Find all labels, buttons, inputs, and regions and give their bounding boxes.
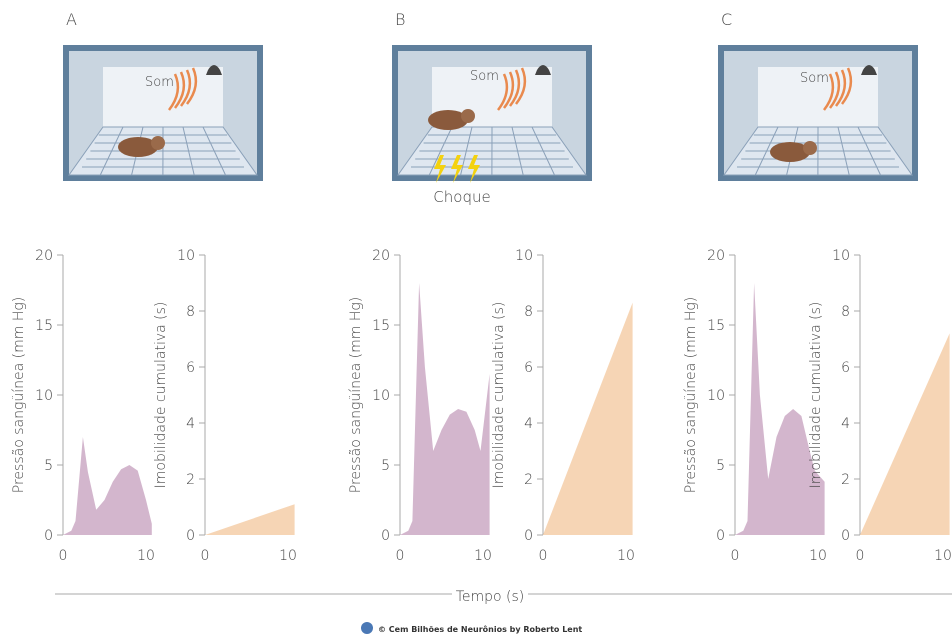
mouse-head xyxy=(803,141,817,155)
y-axis-label: Pressão sangüínea (mm Hg) xyxy=(11,297,27,493)
y-tick-label: 20 xyxy=(372,248,390,264)
panel-letter: B xyxy=(395,10,405,29)
x-tick-label: 10 xyxy=(137,548,155,564)
y-tick-label: 15 xyxy=(372,318,390,334)
y-tick-label: 0 xyxy=(381,528,390,544)
area xyxy=(860,333,950,535)
x-tick-label: 10 xyxy=(934,548,952,564)
sound-label: Som xyxy=(800,71,829,86)
y-tick-label: 6 xyxy=(524,360,533,376)
x-tick-label: 0 xyxy=(856,548,865,564)
y-tick-label: 0 xyxy=(524,528,533,544)
y-tick-label: 2 xyxy=(524,472,533,488)
y-tick-label: 4 xyxy=(524,416,533,432)
area xyxy=(205,504,295,535)
y-tick-label: 10 xyxy=(707,388,725,404)
x-tick-label: 10 xyxy=(809,548,827,564)
y-tick-label: 0 xyxy=(186,528,195,544)
y-tick-label: 20 xyxy=(707,248,725,264)
y-tick-label: 8 xyxy=(841,304,850,320)
panel-letter: A xyxy=(66,10,77,29)
credit: © Cem Bilhões de Neurônios by Roberto Le… xyxy=(378,624,582,634)
y-tick-label: 20 xyxy=(35,248,53,264)
shared-x-label: Tempo (s) xyxy=(456,589,525,605)
y-tick-label: 10 xyxy=(832,248,850,264)
y-tick-label: 5 xyxy=(381,458,390,474)
area xyxy=(63,437,152,535)
y-tick-label: 8 xyxy=(186,304,195,320)
brain-icon xyxy=(361,622,373,634)
y-tick-label: 8 xyxy=(524,304,533,320)
y-tick-label: 4 xyxy=(841,416,850,432)
y-axis-label: Pressão sangüínea (mm Hg) xyxy=(348,297,364,493)
sound-label: Som xyxy=(145,75,174,90)
x-tick-label: 10 xyxy=(474,548,492,564)
y-tick-label: 4 xyxy=(186,416,195,432)
y-tick-label: 0 xyxy=(841,528,850,544)
x-tick-label: 0 xyxy=(59,548,68,564)
x-tick-label: 0 xyxy=(201,548,210,564)
y-tick-label: 15 xyxy=(707,318,725,334)
sound-label: Som xyxy=(470,69,499,84)
y-tick-label: 0 xyxy=(44,528,53,544)
y-tick-label: 6 xyxy=(186,360,195,376)
y-tick-label: 2 xyxy=(186,472,195,488)
y-tick-label: 15 xyxy=(35,318,53,334)
figure: A Som B Som C Som Choque Tempo (s) © Cem Bilh… xyxy=(0,0,952,644)
illustrations: A Som B Som C Som xyxy=(63,10,918,183)
y-tick-label: 10 xyxy=(515,248,533,264)
x-tick-label: 10 xyxy=(279,548,297,564)
y-tick-label: 2 xyxy=(841,472,850,488)
y-tick-label: 10 xyxy=(35,388,53,404)
shock-label: Choque xyxy=(433,188,490,206)
y-axis-label: Imobilidade cumulativa (s) xyxy=(153,302,169,489)
mouse-head xyxy=(461,109,475,123)
x-tick-label: 0 xyxy=(731,548,740,564)
x-tick-label: 0 xyxy=(396,548,405,564)
y-axis-label: Imobilidade cumulativa (s) xyxy=(808,302,824,489)
y-tick-label: 5 xyxy=(44,458,53,474)
y-tick-label: 10 xyxy=(177,248,195,264)
y-tick-label: 10 xyxy=(372,388,390,404)
y-axis-label: Imobilidade cumulativa (s) xyxy=(491,302,507,489)
y-axis-label: Pressão sangüínea (mm Hg) xyxy=(683,297,699,493)
mouse-head xyxy=(151,136,165,150)
panel-letter: C xyxy=(721,10,732,29)
y-tick-label: 0 xyxy=(716,528,725,544)
x-tick-label: 0 xyxy=(539,548,548,564)
y-tick-label: 6 xyxy=(841,360,850,376)
x-tick-label: 10 xyxy=(617,548,635,564)
area xyxy=(543,303,633,535)
area xyxy=(400,283,490,535)
y-tick-label: 5 xyxy=(716,458,725,474)
